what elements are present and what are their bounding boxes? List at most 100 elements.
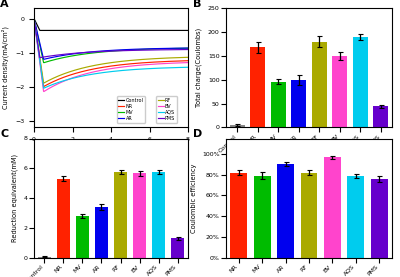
NR [32,17,36,20]
Bar [291,80,306,127]
Bar [133,173,146,258]
NR [182,59,187,63]
NR [124,63,128,66]
Bar [250,47,265,127]
PMS [106,50,111,53]
MV [32,17,36,20]
Text: C: C [0,129,8,139]
AQS [182,66,187,69]
BV [158,62,163,65]
Control [186,29,190,32]
AQS [158,66,163,70]
Bar [171,238,184,258]
Bar [230,173,247,258]
BV [32,17,36,20]
Line: NR: NR [34,19,188,86]
AR [106,49,111,52]
Line: BV: BV [34,19,188,91]
Control [105,29,110,32]
PMS [105,50,110,53]
Y-axis label: Total charge(Coulombs): Total charge(Coulombs) [196,28,202,107]
NR [42,85,46,88]
AQS [106,70,111,74]
Bar [152,172,165,258]
AQS [124,68,128,72]
PMS [182,48,187,51]
Text: A: A [0,0,9,9]
NR [105,65,110,68]
Y-axis label: Reduction equivalent(mM): Reduction equivalent(mM) [12,154,18,242]
NR [158,60,163,63]
Bar [57,179,70,258]
Bar [271,82,286,127]
Text: D: D [193,129,202,139]
BV [182,61,187,64]
AR [42,58,46,61]
Line: RF: RF [34,19,188,83]
Y-axis label: Coulombic efficiency: Coulombic efficiency [190,163,196,233]
BV [105,68,110,71]
Line: AR: AR [34,19,188,59]
RF [42,81,46,85]
PMS [115,49,120,53]
BV [115,66,120,69]
Bar [277,164,294,258]
Bar [230,125,245,127]
Bar [38,257,51,258]
Legend: RF, BV, AQS, PMS: RF, BV, AQS, PMS [156,96,177,123]
RF [182,56,187,59]
RF [106,61,111,65]
Line: Control: Control [34,19,188,30]
Bar [371,179,388,258]
MV [115,49,120,52]
Control [106,29,111,32]
RF [186,56,190,59]
Control [38,29,42,32]
Bar [332,56,347,127]
MV [182,47,187,50]
Bar [300,173,318,258]
RF [105,61,110,65]
MV [42,61,46,64]
PMS [32,17,36,20]
AR [186,46,190,50]
MV [186,47,190,50]
Line: PMS: PMS [34,19,188,58]
Bar [353,37,368,127]
AQS [42,86,46,90]
Text: B: B [193,0,201,9]
MV [106,50,111,53]
AQS [105,70,110,74]
Y-axis label: Current density(mA/cm²): Current density(mA/cm²) [2,26,10,109]
Control [158,29,163,32]
X-axis label: Time(h): Time(h) [96,148,126,157]
RF [124,59,128,63]
MV [124,48,128,52]
AQS [115,69,120,73]
RF [32,17,36,20]
Bar [312,42,327,127]
RF [115,60,120,63]
BV [186,61,190,64]
NR [115,63,120,67]
Control [32,17,36,20]
AR [105,49,110,52]
PMS [186,48,190,51]
AR [158,47,163,50]
Control [124,29,128,32]
AR [115,48,120,52]
Bar [373,106,388,127]
PMS [38,56,42,59]
NR [106,65,111,68]
MV [105,50,110,53]
AQS [32,17,36,20]
Bar [114,172,127,258]
RF [158,57,163,60]
Bar [324,157,341,258]
AQS [186,66,190,69]
BV [124,65,128,68]
PMS [124,49,128,52]
PMS [158,48,163,52]
AR [32,17,36,20]
Bar [95,207,108,258]
